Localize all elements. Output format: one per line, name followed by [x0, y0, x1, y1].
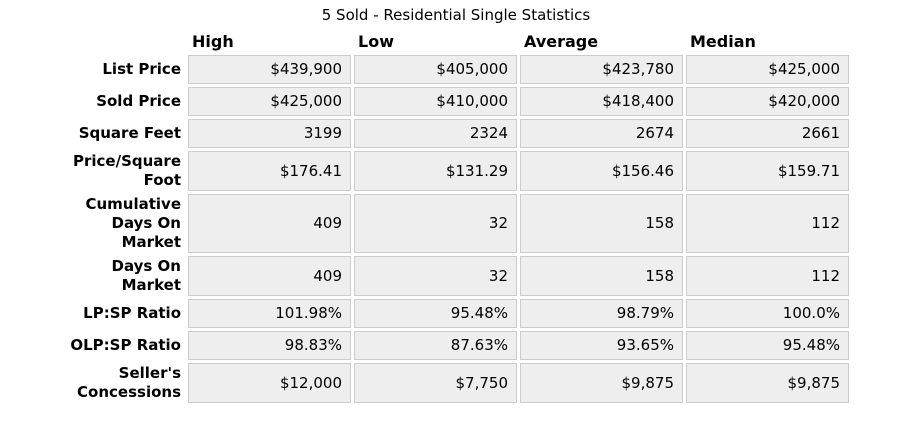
stat-cell: 112 [686, 194, 849, 253]
stat-cell: $12,000 [188, 363, 351, 403]
stat-cell: 409 [188, 256, 351, 296]
table-row: Sold Price $425,000 $410,000 $418,400 $420,0… [3, 87, 849, 116]
table-row: Days On Market 409 32 158 112 [3, 256, 849, 296]
column-header: Median [690, 32, 756, 51]
stat-cell: $9,875 [520, 363, 683, 403]
row-label: Price/Square Foot [73, 152, 181, 189]
stat-cell: 2674 [520, 119, 683, 148]
stat-cell: 98.83% [188, 331, 351, 360]
stat-cell: 101.98% [188, 299, 351, 328]
table-row: LP:SP Ratio 101.98% 95.48% 98.79% 100.0% [3, 299, 849, 328]
corner-cell [3, 31, 185, 52]
table-row: Seller's Concessions $12,000 $7,750 $9,875 $… [3, 363, 849, 403]
table-row: Square Feet 3199 2324 2674 2661 [3, 119, 849, 148]
header-row: High Low Average Median [3, 31, 849, 52]
column-header: Average [524, 32, 599, 51]
stat-cell: $131.29 [354, 151, 517, 191]
stat-cell: 95.48% [354, 299, 517, 328]
stat-cell: $420,000 [686, 87, 849, 116]
column-header: High [192, 32, 234, 51]
stat-cell: 87.63% [354, 331, 517, 360]
stat-cell: 98.79% [520, 299, 683, 328]
stat-cell: 112 [686, 256, 849, 296]
row-label: Square Feet [78, 124, 181, 142]
stat-cell: $9,875 [686, 363, 849, 403]
stat-cell: 2324 [354, 119, 517, 148]
row-label: LP:SP Ratio [83, 304, 181, 322]
row-label: List Price [102, 60, 181, 78]
statistics-table: High Low Average Median List Price $439,900 $… [0, 28, 852, 406]
stat-cell: $7,750 [354, 363, 517, 403]
stat-cell: 93.65% [520, 331, 683, 360]
stat-cell: $410,000 [354, 87, 517, 116]
stat-cell: $425,000 [188, 87, 351, 116]
stat-cell: 2661 [686, 119, 849, 148]
row-label: OLP:SP Ratio [70, 336, 181, 354]
column-header: Low [358, 32, 394, 51]
stat-cell: 158 [520, 256, 683, 296]
stat-cell: 100.0% [686, 299, 849, 328]
table-body: List Price $439,900 $405,000 $423,780 $425,0… [3, 55, 849, 403]
stat-cell: $405,000 [354, 55, 517, 84]
stat-cell: $425,000 [686, 55, 849, 84]
row-label: Days On Market [111, 257, 181, 294]
row-label: Sold Price [96, 92, 181, 110]
stat-cell: 3199 [188, 119, 351, 148]
page-title: 5 Sold - Residential Single Statistics [321, 6, 591, 24]
table-row: Price/Square Foot $176.41 $131.29 $156.46 $1… [3, 151, 849, 191]
stat-cell: $423,780 [520, 55, 683, 84]
row-label: Cumulative Days On Market [85, 195, 181, 251]
stat-cell: 409 [188, 194, 351, 253]
stat-cell: $156.46 [520, 151, 683, 191]
stat-cell: $176.41 [188, 151, 351, 191]
table-row: List Price $439,900 $405,000 $423,780 $425,0… [3, 55, 849, 84]
table-row: Cumulative Days On Market 409 32 158 112 [3, 194, 849, 253]
stat-cell: $159.71 [686, 151, 849, 191]
stat-cell: $418,400 [520, 87, 683, 116]
stat-cell: $439,900 [188, 55, 351, 84]
stat-cell: 158 [520, 194, 683, 253]
row-label: Seller's Concessions [77, 364, 181, 401]
table-row: OLP:SP Ratio 98.83% 87.63% 93.65% 95.48% [3, 331, 849, 360]
stat-cell: 95.48% [686, 331, 849, 360]
stat-cell: 32 [354, 256, 517, 296]
stat-cell: 32 [354, 194, 517, 253]
